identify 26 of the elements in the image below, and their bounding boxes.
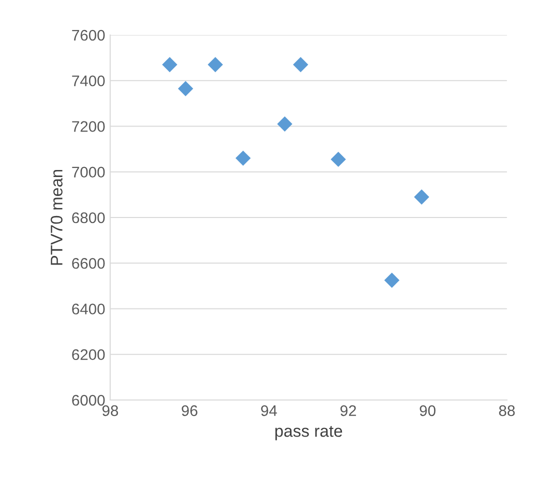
y-tick-label: 6600 xyxy=(72,258,105,269)
x-tick-label: 90 xyxy=(420,405,436,416)
y-axis-title: PTV70 mean xyxy=(50,170,63,265)
y-tick-label: 7200 xyxy=(72,121,105,132)
point xyxy=(208,57,223,72)
point xyxy=(235,150,251,166)
y-tick-label: 6000 xyxy=(72,394,105,406)
x-tick-label: 96 xyxy=(182,405,198,416)
x-tick-label: 94 xyxy=(261,405,277,416)
y-tick-label: 7000 xyxy=(72,166,105,178)
x-tick-label: 92 xyxy=(340,405,356,416)
y-tick-label: 7400 xyxy=(72,75,105,86)
x-tick-label: 98 xyxy=(102,405,118,416)
y-tick-label: 6200 xyxy=(72,349,105,360)
x-axis-title: pass rate xyxy=(275,426,342,440)
x-tick-label: 88 xyxy=(499,405,515,416)
point xyxy=(277,116,292,132)
point xyxy=(414,189,430,205)
point xyxy=(178,81,194,96)
point xyxy=(162,57,178,72)
y-tick-label: 6400 xyxy=(72,304,105,314)
point xyxy=(330,152,346,167)
point xyxy=(293,57,308,72)
point xyxy=(384,272,400,288)
y-tick-label: 7600 xyxy=(72,30,105,41)
y-tick-label: 6800 xyxy=(72,212,105,224)
